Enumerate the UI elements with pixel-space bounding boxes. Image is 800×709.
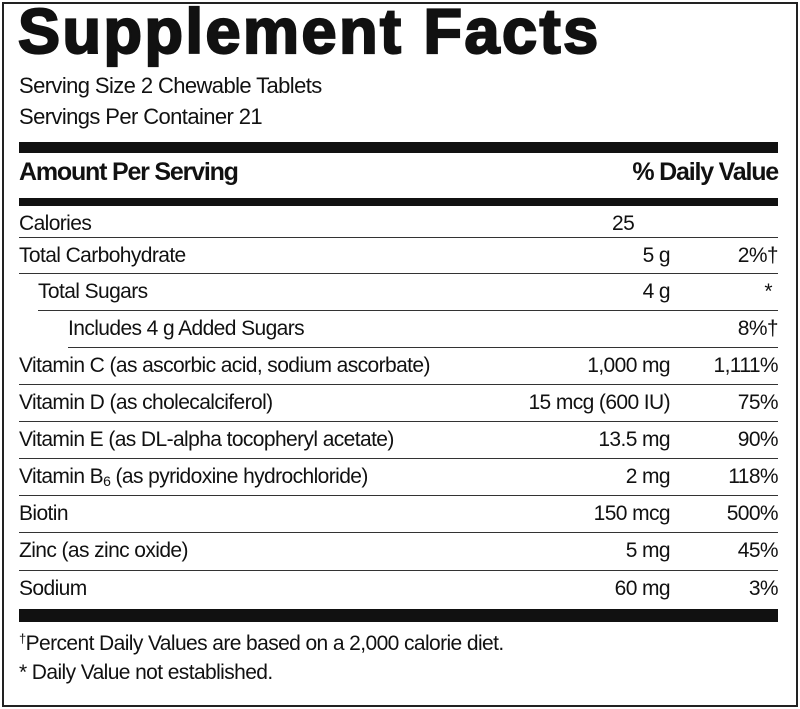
nutrient-dv: * xyxy=(764,280,772,303)
nutrient-row: Total Sugars 4 g * xyxy=(38,274,778,311)
nutrient-amount: 1,000 mg xyxy=(587,354,670,377)
nutrient-row: Vitamin D (as cholecalciferol) 15 mcg (6… xyxy=(19,385,779,422)
nutrient-name: Total Carbohydrate xyxy=(19,244,186,267)
nutrient-dv: 45% xyxy=(737,539,779,562)
nutrient-row: Biotin 150 mcg 500% xyxy=(19,496,779,533)
nutrient-name: Vitamin B6 (as pyridoxine hydrochloride) xyxy=(19,465,368,489)
nutrient-row: Zinc (as zinc oxide) 5 mg 45% xyxy=(19,533,779,571)
nutrient-row: Vitamin E (as DL-alpha tocopheryl acetat… xyxy=(19,422,779,459)
nutrient-amount: 5 mg xyxy=(625,539,671,562)
nutrient-row: Includes 4 g Added Sugars 8%† xyxy=(68,311,779,348)
daily-value-header: % Daily Value xyxy=(632,158,779,186)
nutrient-name: Calories xyxy=(19,212,92,235)
nutrient-dv: 3% xyxy=(748,577,779,600)
nutrient-dv: 118% xyxy=(728,465,778,488)
nutrient-name: Includes 4 g Added Sugars xyxy=(68,317,305,340)
footnote-dagger: †Percent Daily Values are based on a 2,0… xyxy=(19,631,504,655)
nutrient-name: Total Sugars xyxy=(38,280,148,303)
thick-divider xyxy=(19,609,778,622)
thick-divider xyxy=(19,142,778,153)
nutrient-name: Vitamin E (as DL-alpha tocopheryl acetat… xyxy=(19,428,394,451)
nutrient-amount: 25 xyxy=(612,212,635,235)
medium-divider xyxy=(19,198,778,206)
nutrient-name: Biotin xyxy=(19,502,69,525)
nutrient-dv: 8%† xyxy=(737,317,779,340)
nutrient-amount: 150 mcg xyxy=(593,502,671,525)
nutrient-row-calories: Calories 25 xyxy=(19,206,778,238)
serving-size: Serving Size 2 Chewable Tablets xyxy=(19,73,322,98)
nutrient-amount: 13.5 mg xyxy=(598,428,670,451)
nutrient-row: Vitamin C (as ascorbic acid, sodium asco… xyxy=(19,348,779,385)
nutrient-name: Vitamin C (as ascorbic acid, sodium asco… xyxy=(19,354,430,377)
nutrient-dv: 75% xyxy=(737,391,779,414)
amount-per-serving-header: Amount Per Serving xyxy=(19,158,239,186)
nutrient-amount: 15 mcg (600 IU) xyxy=(528,391,670,414)
nutrient-dv: 500% xyxy=(726,502,779,525)
nutrient-amount: 60 mg xyxy=(614,577,671,600)
nutrient-dv: 90% xyxy=(737,428,779,451)
nutrient-dv: 2%† xyxy=(737,244,779,267)
nutrient-name: Vitamin D (as cholecalciferol) xyxy=(19,391,273,414)
footnote-asterisk: * Daily Value not established. xyxy=(19,661,273,684)
nutrient-amount: 2 mg xyxy=(625,465,671,488)
panel-title: Supplement Facts xyxy=(17,0,601,68)
nutrient-name: Zinc (as zinc oxide) xyxy=(19,539,188,562)
nutrient-row: Sodium 60 mg 3% xyxy=(19,571,779,608)
servings-per-container: Servings Per Container 21 xyxy=(19,104,263,129)
nutrient-amount: 4 g xyxy=(642,280,671,303)
nutrient-row: Vitamin B6 (as pyridoxine hydrochloride)… xyxy=(19,459,779,496)
nutrient-amount: 5 g xyxy=(642,244,671,267)
nutrient-name: Sodium xyxy=(19,577,87,600)
nutrient-row: Total Carbohydrate 5 g 2%† xyxy=(19,238,779,274)
nutrient-dv: 1,111% xyxy=(713,354,778,377)
